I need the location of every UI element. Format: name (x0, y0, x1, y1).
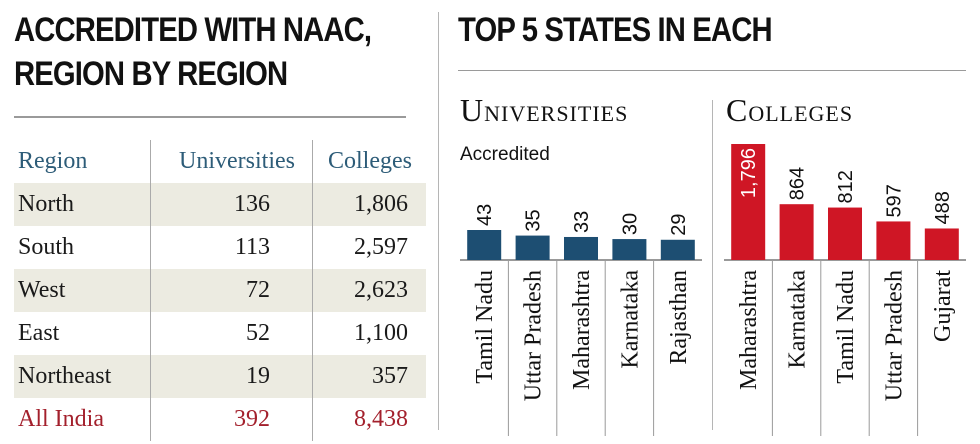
cell-region: All India (18, 406, 104, 432)
left-headline-line-2: REGION BY REGION (14, 55, 288, 93)
table-row: Northeast 19 357 (14, 355, 426, 398)
colleges-value-label: 864 (787, 167, 809, 200)
table-row: West 72 2,623 (14, 269, 426, 312)
column-separator (150, 140, 151, 441)
cell-region: West (18, 277, 66, 303)
section-divider (438, 12, 439, 430)
universities-chart-title: Universities (460, 92, 629, 128)
universities-bar (660, 239, 695, 260)
universities-value-label: 43 (474, 204, 496, 226)
universities-value-label: 33 (571, 211, 593, 233)
universities-bar (564, 236, 598, 260)
universities-value-label: 35 (523, 209, 545, 231)
universities-bar (612, 239, 647, 260)
cell-colleges: 8,438 (354, 406, 408, 432)
universities-value-label: 29 (668, 214, 690, 236)
cell-region: Northeast (18, 363, 112, 389)
cell-region: East (18, 320, 60, 346)
universities-category-label: Uttar Pradesh (521, 270, 547, 401)
table-total-row: All India 392 8,438 (14, 398, 426, 441)
cell-universities: 72 (246, 277, 270, 303)
region-table: Region Universities Colleges North 136 1… (14, 140, 426, 441)
table-row: South 113 2,597 (14, 226, 426, 269)
left-headline-rule (14, 116, 406, 118)
subsection-divider (712, 100, 713, 430)
cell-universities: 136 (234, 191, 270, 217)
left-headline-line-1: ACCREDITED WITH NAAC, (14, 11, 372, 49)
table-row: North 136 1,806 (14, 183, 426, 226)
cell-universities: 392 (234, 406, 270, 432)
cell-colleges: 1,100 (354, 320, 408, 346)
cell-region: North (18, 191, 74, 217)
table-header: Region Universities Colleges (14, 140, 426, 183)
colleges-bar (828, 207, 862, 260)
universities-category-label: Karnataka (617, 270, 643, 369)
universities-bar (515, 235, 550, 260)
cell-universities: 19 (246, 363, 270, 389)
colleges-value-label: 1,796 (738, 148, 760, 198)
right-headline: TOP 5 STATES IN EACH (458, 11, 773, 49)
right-headline-rule (458, 70, 966, 71)
colleges-category-label: Gujarat (930, 270, 956, 342)
cell-colleges: 2,597 (354, 234, 408, 260)
cell-colleges: 1,806 (354, 191, 408, 217)
cell-universities: 113 (234, 234, 270, 260)
universities-category-label: Rajasthan (666, 270, 692, 365)
column-separator (312, 140, 313, 441)
colleges-value-label: 597 (883, 184, 905, 217)
colleges-category-label: Karnataka (785, 270, 811, 369)
colleges-bar (876, 221, 911, 260)
cell-colleges: 357 (372, 363, 408, 389)
colleges-category-label: Maharashtra (736, 270, 762, 390)
colleges-value-label: 488 (932, 191, 954, 224)
universities-chart-subtitle: Accredited (460, 144, 550, 165)
table-row: East 52 1,100 (14, 312, 426, 355)
cell-colleges: 2,623 (354, 277, 408, 303)
colleges-bar (779, 204, 814, 260)
cell-region: South (18, 234, 75, 260)
header-region: Region (18, 148, 88, 174)
colleges-value-label: 812 (835, 170, 857, 203)
colleges-category-label: Uttar Pradesh (881, 270, 907, 401)
universities-bar (467, 230, 502, 260)
colleges-category-label: Tamil Nadu (833, 270, 859, 384)
colleges-bar (731, 144, 766, 260)
universities-value-label: 30 (619, 213, 641, 235)
header-universities: Universities (179, 148, 295, 174)
colleges-bar (924, 228, 959, 260)
universities-category-label: Maharashtra (569, 270, 595, 390)
universities-category-label: Tamil Nadu (472, 270, 498, 384)
colleges-chart-title: Colleges (726, 92, 854, 128)
header-colleges: Colleges (328, 148, 412, 174)
cell-universities: 52 (246, 320, 270, 346)
